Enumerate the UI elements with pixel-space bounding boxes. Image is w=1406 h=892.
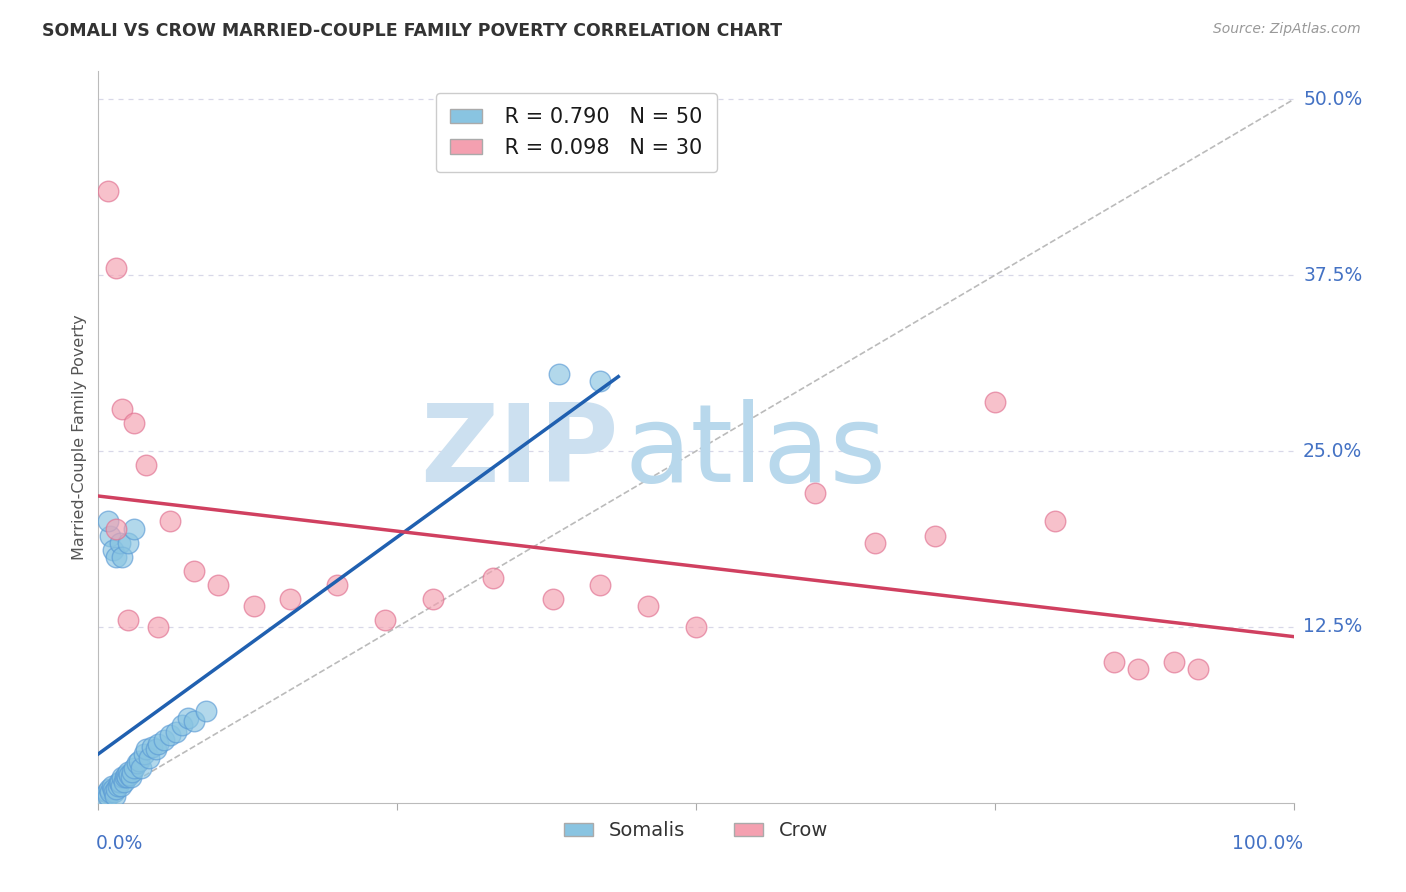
Point [100,779,122,793]
Point [159,515,181,529]
Point [124,416,146,430]
Point [326,578,349,592]
Point [108,774,131,789]
Point [1043,515,1066,529]
Point [101,781,124,796]
Text: 0.0%: 0.0% [96,833,143,853]
Point [111,771,134,785]
Point [117,535,139,549]
Point [481,571,505,585]
Point [153,732,176,747]
Point [141,739,163,754]
Point [183,714,205,729]
Point [278,591,301,606]
Point [107,774,129,789]
Point [105,549,128,564]
Point [108,535,131,549]
Point [148,737,170,751]
Y-axis label: Married-Couple Family Poverty: Married-Couple Family Poverty [72,314,87,560]
Text: 37.5%: 37.5% [1303,266,1362,285]
Text: 12.5%: 12.5% [1303,617,1362,637]
Point [115,767,138,781]
Point [117,613,139,627]
Point [165,725,187,739]
Point [135,458,157,473]
Point [93,789,115,803]
Point [111,549,134,564]
Point [685,620,707,634]
Point [243,599,266,613]
Point [110,779,132,793]
Point [804,486,827,500]
Point [115,771,138,785]
Point [131,761,153,775]
Point [637,599,659,613]
Point [177,711,200,725]
Point [105,781,128,796]
Point [207,578,229,592]
Point [97,184,120,198]
Point [112,774,135,789]
Point [117,764,139,779]
Point [97,789,120,803]
Point [159,728,181,742]
Point [97,515,120,529]
Point [120,771,142,785]
Text: 25.0%: 25.0% [1303,442,1362,460]
Point [589,374,612,388]
Text: 50.0%: 50.0% [1303,90,1362,109]
Point [547,367,569,381]
Point [924,528,946,542]
Point [98,781,121,796]
Point [124,521,146,535]
Point [145,742,167,756]
Point [124,761,146,775]
Point [125,756,148,771]
Point [148,620,170,634]
Point [104,789,127,803]
Point [195,705,218,719]
Point [132,747,155,761]
Point [172,718,194,732]
Point [1187,662,1209,676]
Point [374,613,396,627]
Point [114,771,136,785]
Point [98,784,122,798]
Point [111,401,134,416]
Point [121,764,143,779]
Point [984,395,1007,409]
Point [128,754,150,768]
Point [101,542,124,557]
Point [1104,655,1126,669]
Legend: Somalis, Crow: Somalis, Crow [557,814,835,848]
Point [183,564,205,578]
Point [135,742,157,756]
Text: 100.0%: 100.0% [1232,833,1303,853]
Point [541,591,564,606]
Point [103,784,125,798]
Point [589,578,612,592]
Point [1163,655,1185,669]
Point [422,591,444,606]
Point [105,521,128,535]
Text: Source: ZipAtlas.com: Source: ZipAtlas.com [1213,22,1361,37]
Point [98,528,122,542]
Point [96,784,118,798]
Point [1128,662,1150,676]
Text: ZIP: ZIP [420,399,619,505]
Point [138,751,160,765]
Point [118,767,141,781]
Point [107,779,129,793]
Point [105,261,128,276]
Text: SOMALI VS CROW MARRIED-COUPLE FAMILY POVERTY CORRELATION CHART: SOMALI VS CROW MARRIED-COUPLE FAMILY POV… [42,22,782,40]
Point [865,535,887,549]
Text: atlas: atlas [624,399,886,505]
